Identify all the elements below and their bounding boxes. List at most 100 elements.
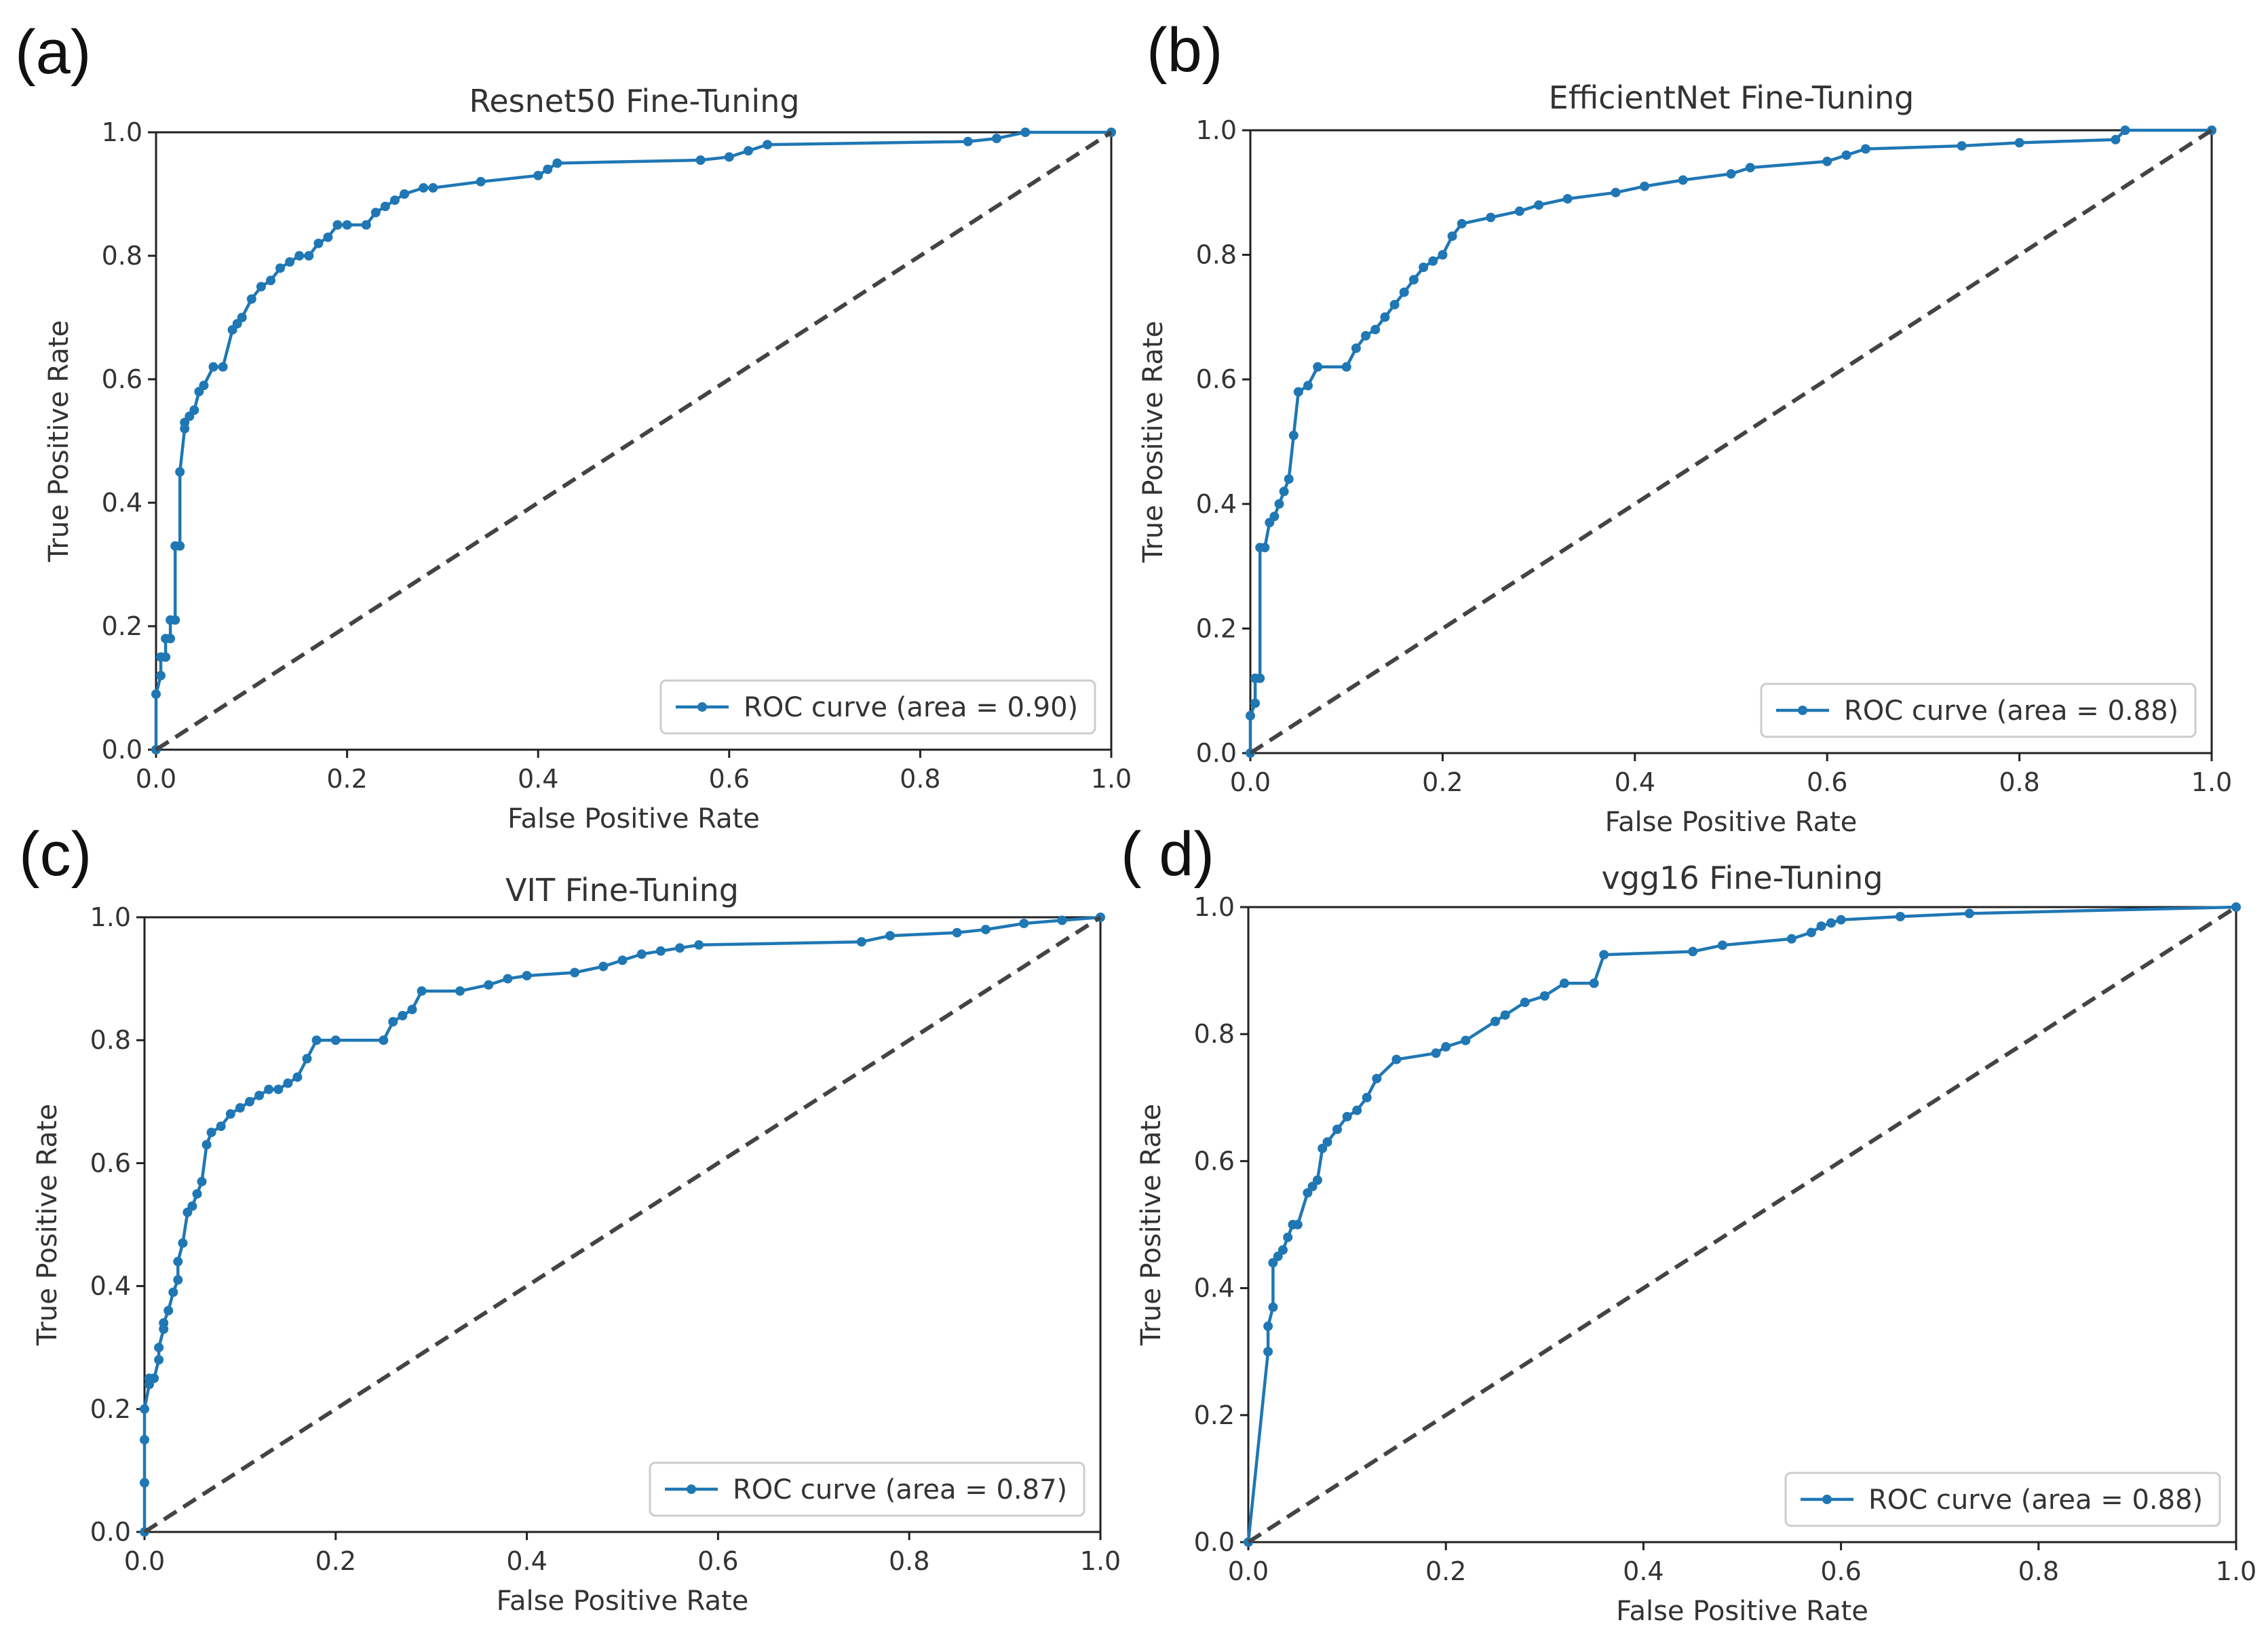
x-tick-label: 0.6 (709, 764, 750, 794)
roc-point (166, 634, 176, 644)
legend-box (1760, 683, 2197, 738)
roc-point (1520, 997, 1530, 1008)
roc-point (694, 940, 704, 950)
roc-point (1589, 978, 1599, 989)
y-tick-label: 0.6 (102, 364, 142, 394)
legend-marker (1798, 706, 1807, 715)
roc-point (1491, 1016, 1500, 1027)
roc-point (246, 294, 256, 304)
roc-point (1361, 330, 1370, 341)
y-tick-label: 0.0 (1196, 738, 1237, 768)
x-tick-label: 0.4 (1623, 1556, 1664, 1586)
roc-point (140, 1435, 149, 1445)
roc-point (419, 183, 429, 193)
roc-point (963, 136, 973, 147)
legend-box (1784, 1472, 2221, 1527)
roc-point (154, 1355, 164, 1365)
roc-point (1391, 1054, 1402, 1064)
x-tick-label: 0.8 (900, 764, 940, 794)
roc-point (1611, 187, 1621, 197)
x-tick-label: 0.0 (136, 764, 176, 794)
x-tick-label: 0.6 (1807, 767, 1847, 797)
y-tick-label: 1.0 (102, 117, 142, 147)
roc-point (1399, 287, 1409, 297)
x-tick-label: 0.6 (697, 1546, 738, 1576)
roc-point (1284, 474, 1294, 484)
roc-panel-1: (a) Resnet50 Fine-Tuning 0.0 0.2 0.4 0.6 0.8 1.… (15, 18, 1132, 834)
legend: ROC curve (area = 0.88) (1784, 1472, 2221, 1527)
roc-point (407, 1004, 417, 1014)
roc-point (1431, 1048, 1441, 1058)
x-axis-label: False Positive Rate (1616, 1596, 1868, 1627)
x-tick-label: 1.0 (1080, 1546, 1121, 1576)
roc-point (294, 251, 305, 261)
roc-point (2120, 126, 2130, 135)
y-tick-label: 0.0 (1194, 1527, 1235, 1557)
roc-point (275, 263, 285, 273)
roc-point (1896, 912, 1905, 921)
roc-point (1745, 163, 1755, 173)
roc-point (1362, 1092, 1372, 1102)
roc-point (2111, 134, 2121, 145)
roc-point (1313, 362, 1323, 372)
roc-point (2014, 138, 2024, 148)
panel-letter: (c) (19, 820, 92, 889)
roc-point (617, 955, 628, 965)
panel-letter: (b) (1147, 16, 1223, 85)
roc-point (192, 1189, 202, 1199)
roc-point (533, 170, 543, 180)
y-tick-label: 0.2 (1196, 613, 1237, 643)
roc-point (1342, 1111, 1352, 1121)
roc-point (175, 467, 185, 477)
roc-point (417, 986, 427, 996)
roc-point (197, 1176, 207, 1187)
roc-point (543, 164, 553, 174)
roc-point (1268, 1302, 1278, 1312)
chart-title: Resnet50 Fine-Tuning (469, 83, 799, 119)
roc-point (1332, 1124, 1342, 1134)
roc-panel-2: (b) EfficientNet Fine-Tuning 0.0 0.2 0.4 0.6 0… (1138, 16, 2232, 838)
roc-point (1441, 1041, 1451, 1052)
y-axis-label: True Positive Rate (1136, 1104, 1167, 1346)
y-tick-label: 0.4 (1196, 489, 1237, 519)
roc-point (1841, 150, 1851, 160)
roc-point (154, 1343, 164, 1353)
roc-point (1303, 381, 1313, 391)
roc-point (173, 1256, 183, 1267)
roc-point (292, 1072, 303, 1082)
roc-point (140, 1404, 149, 1414)
y-tick-label: 0.6 (1194, 1146, 1235, 1176)
roc-point (1816, 921, 1826, 932)
y-axis-label: True Positive Rate (32, 1104, 63, 1346)
y-tick-label: 1.0 (1194, 892, 1235, 922)
roc-point (390, 195, 400, 206)
roc-point (323, 232, 333, 242)
x-tick-label: 1.0 (2216, 1556, 2256, 1586)
y-tick-label: 0.8 (90, 1025, 131, 1055)
x-tick-label: 1.0 (2191, 767, 2232, 797)
roc-point (237, 313, 247, 322)
roc-point (330, 1035, 341, 1045)
x-tick-label: 1.0 (1091, 764, 1132, 794)
y-tick-label: 0.2 (90, 1394, 131, 1424)
chart-title: vgg16 Fine-Tuning (1601, 860, 1883, 896)
legend-label: ROC curve (area = 0.88) (1868, 1484, 2203, 1516)
y-tick-label: 0.8 (1196, 240, 1237, 270)
roc-panel-4: ( d) vgg16 Fine-Tuning 0.0 0.2 0.4 0.6 0.8 1.0 0… (1121, 820, 2256, 1627)
y-tick-label: 0.8 (102, 241, 142, 271)
roc-point (1322, 1137, 1332, 1147)
roc-point (1539, 991, 1550, 1001)
roc-point (1500, 1010, 1510, 1020)
roc-point (178, 1238, 188, 1248)
roc-point (1372, 1073, 1382, 1083)
roc-point (206, 1128, 216, 1138)
legend-label: ROC curve (area = 0.87) (733, 1474, 1067, 1505)
y-axis-label: True Positive Rate (43, 320, 75, 562)
y-tick-label: 0.6 (1196, 364, 1237, 394)
roc-point (1717, 940, 1727, 951)
legend-box (659, 679, 1096, 735)
roc-point (218, 362, 228, 372)
roc-point (342, 220, 352, 230)
roc-point (1273, 1251, 1283, 1261)
roc-point (1283, 1232, 1293, 1242)
